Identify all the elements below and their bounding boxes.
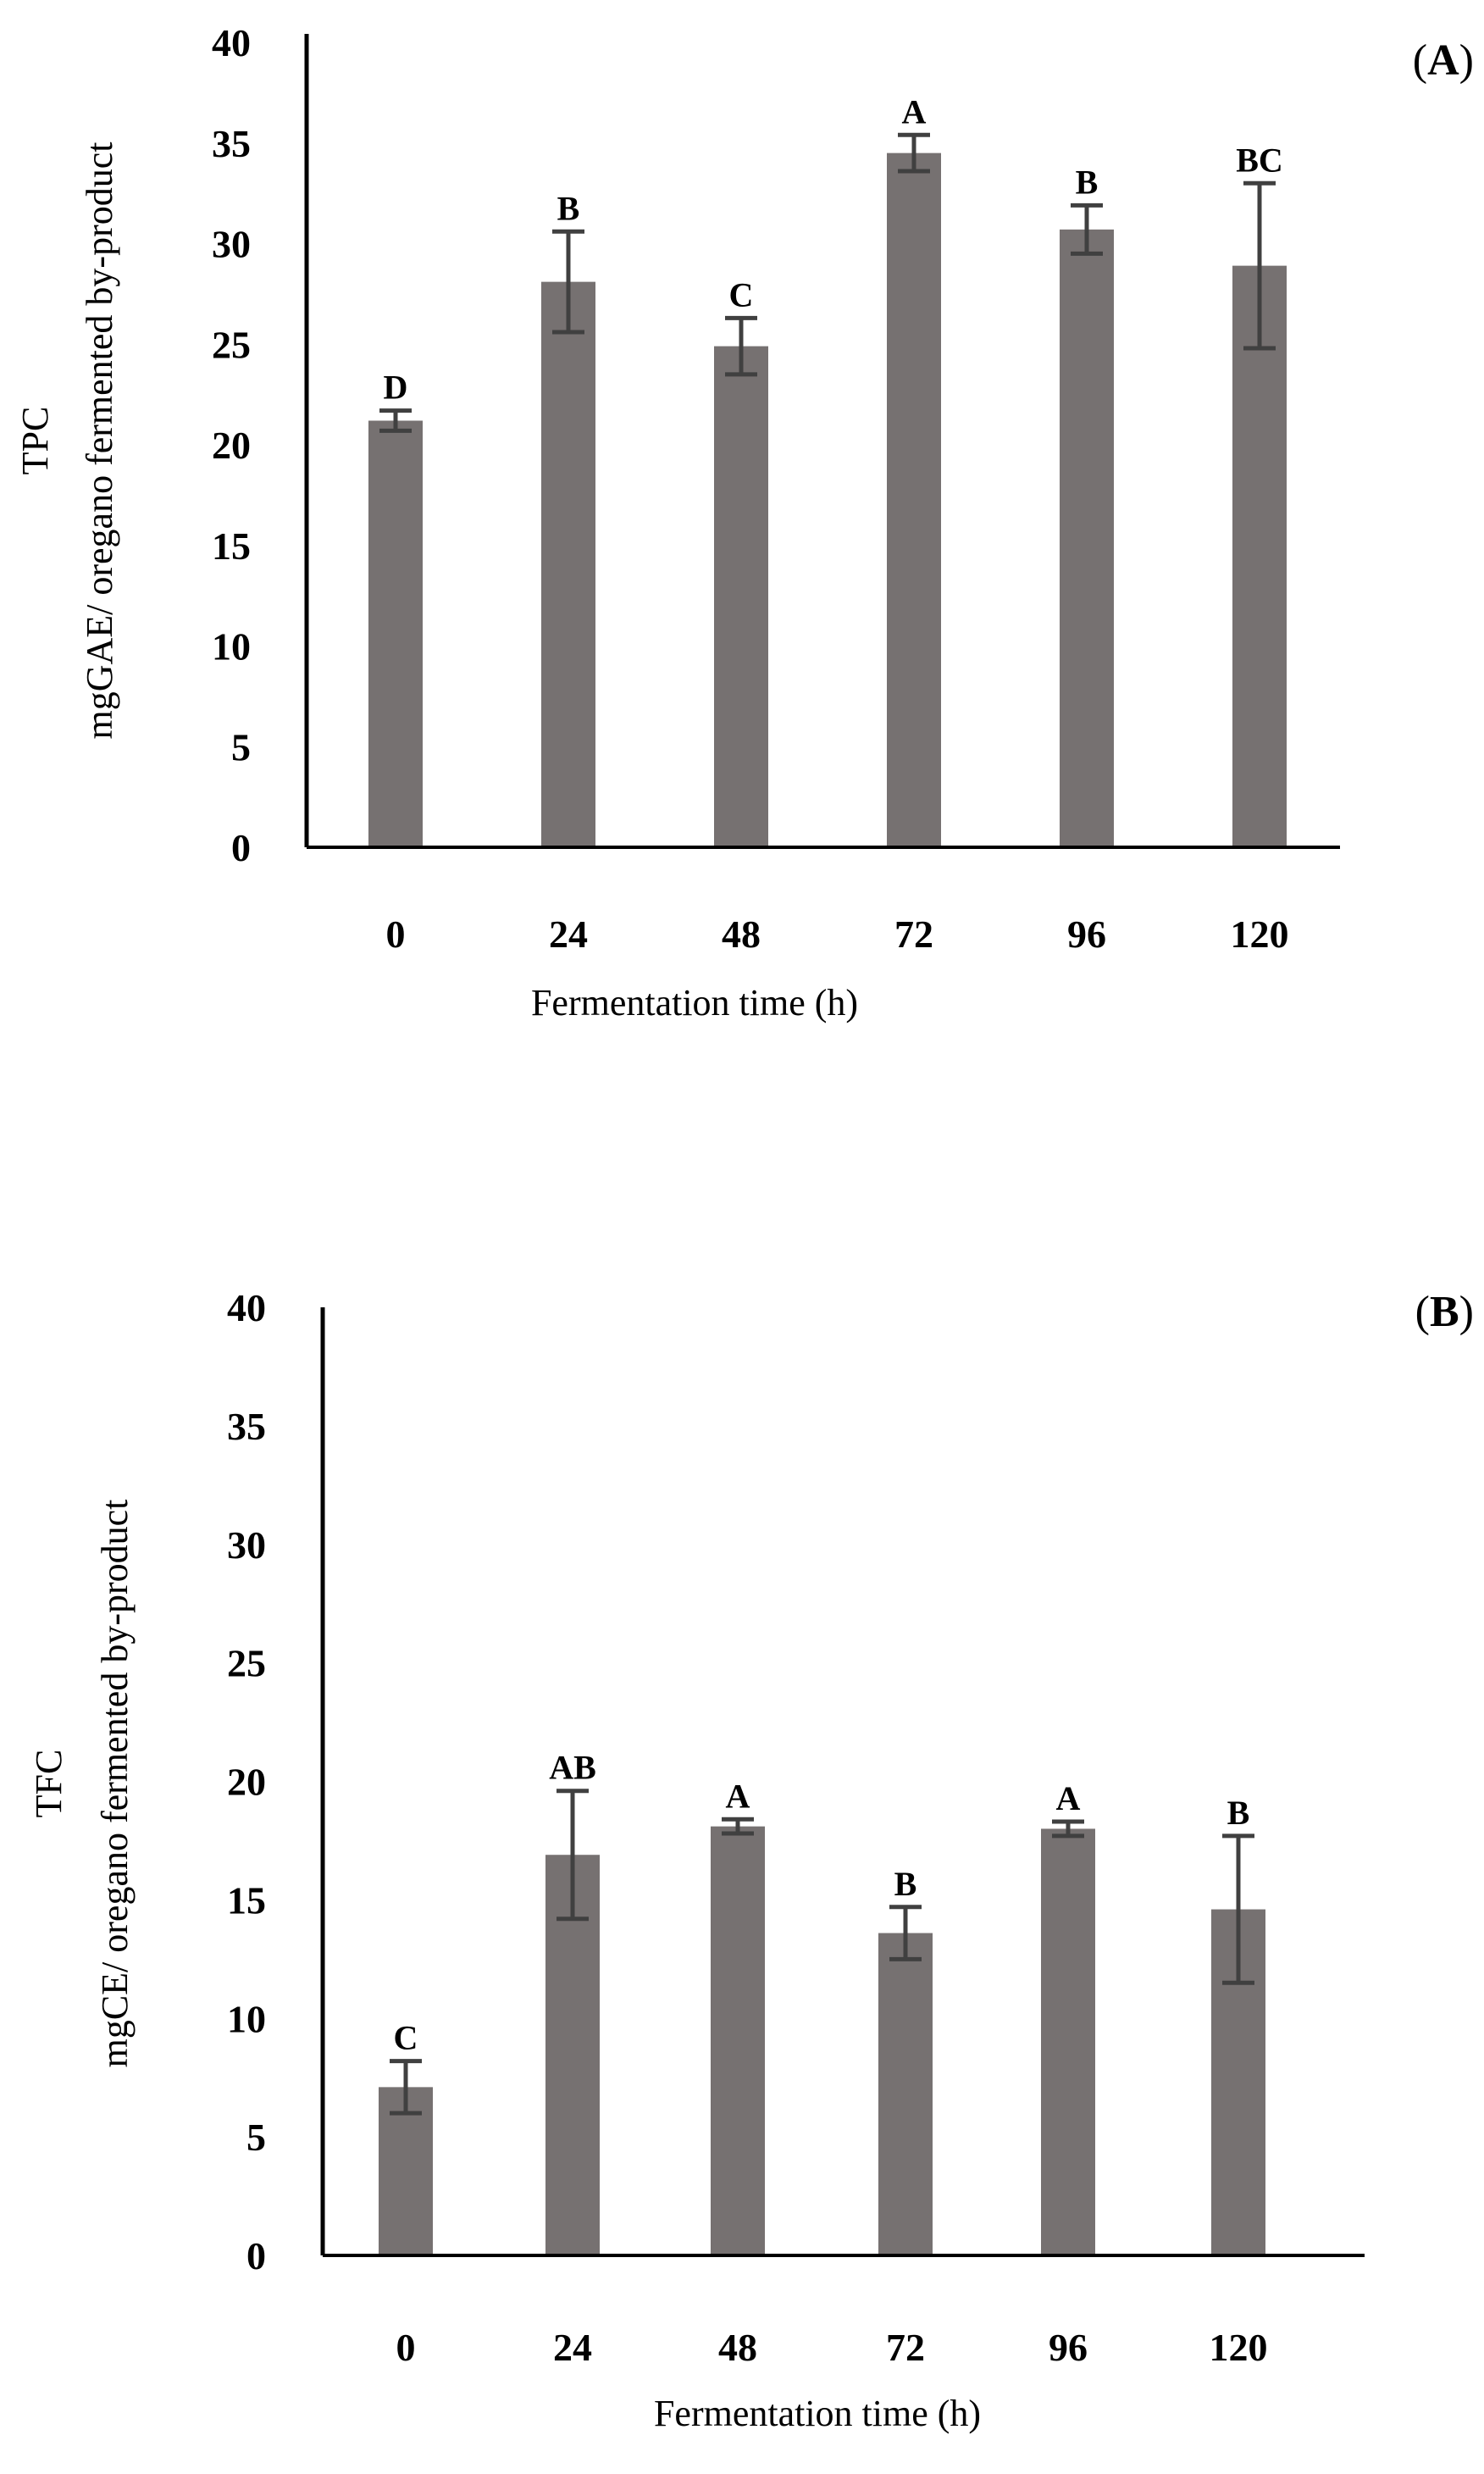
error-bars-b [390, 1789, 1254, 2116]
x-axis-title-b: Fermentation time (h) [654, 2393, 981, 2434]
x-tick-label-a-72: 72 [894, 912, 933, 956]
y-tick-label-a-4: 20 [212, 424, 251, 467]
x-tick-label-a-96: 96 [1067, 912, 1106, 956]
significance-label-a-120: BC [1236, 141, 1283, 179]
significance-label-b-0: C [394, 2019, 418, 2057]
y-tick-label-a-6: 30 [212, 223, 251, 266]
x-tick-label-a-0: 0 [386, 912, 406, 956]
error-bar-b-72 [889, 1905, 922, 1961]
significance-label-a-24: B [557, 189, 580, 227]
y-tick-label-b-0: 0 [246, 2234, 266, 2277]
y-tick-label-a-1: 5 [231, 725, 251, 768]
y-tick-label-a-8: 40 [212, 21, 251, 64]
error-bar-b-120 [1222, 1833, 1254, 1985]
bar-a-0 [368, 420, 423, 847]
significance-label-a-72: A [902, 92, 927, 130]
y-tick-label-a-2: 10 [212, 625, 251, 668]
x-tick-label-b-120: 120 [1210, 2326, 1268, 2369]
panel-label-a: (A) [1413, 36, 1474, 85]
x-tick-label-b-24: 24 [553, 2326, 592, 2369]
y-tick-label-a-3: 15 [212, 524, 251, 568]
bars-b [379, 1826, 1265, 2255]
error-bar-a-48 [725, 315, 757, 377]
bar-b-24 [545, 1855, 600, 2255]
y-axis-title-a-line2: mgGAE/ oregano fermented by-product [79, 142, 120, 740]
error-bar-a-120 [1243, 180, 1276, 351]
bar-b-96 [1041, 1828, 1095, 2255]
error-bar-a-72 [898, 132, 930, 174]
x-tick-label-b-0: 0 [396, 2326, 416, 2369]
x-tick-label-b-96: 96 [1049, 2326, 1088, 2369]
x-tick-labels-a: 0 24 48 72 96 120 [386, 912, 1289, 956]
significance-label-a-96: B [1076, 163, 1099, 201]
error-bar-a-96 [1071, 202, 1103, 256]
y-axis-title-a-line1: TPC [14, 407, 56, 475]
x-tick-label-a-120: 120 [1231, 912, 1289, 956]
panel-label-b: (B) [1415, 1288, 1474, 1336]
error-bar-b-48 [722, 1817, 754, 1836]
bar-a-96 [1060, 229, 1114, 847]
significance-label-b-48: A [726, 1777, 750, 1815]
y-tick-label-b-8: 40 [227, 1286, 266, 1329]
bar-a-48 [714, 346, 768, 847]
bars-a [368, 153, 1287, 847]
error-bar-a-24 [552, 229, 584, 335]
y-tick-label-b-6: 30 [227, 1523, 266, 1567]
significance-label-a-48: C [729, 275, 754, 313]
bar-a-72 [887, 153, 941, 847]
x-tick-label-b-72: 72 [886, 2326, 925, 2369]
y-tick-labels-b: 0 5 10 15 20 25 30 35 40 [227, 1286, 266, 2277]
bar-a-120 [1232, 265, 1287, 847]
significance-label-b-24: AB [549, 1749, 596, 1787]
significance-label-b-72: B [894, 1865, 917, 1903]
y-tick-labels-a: 0 5 10 15 20 25 30 35 40 [212, 21, 251, 869]
y-tick-label-a-0: 0 [231, 826, 251, 869]
y-tick-label-b-7: 35 [227, 1405, 266, 1448]
x-tick-label-a-48: 48 [722, 912, 761, 956]
y-tick-label-a-7: 35 [212, 122, 251, 165]
bar-b-48 [711, 1826, 765, 2255]
bar-b-72 [878, 1933, 933, 2255]
y-axis-title-b-line2: mgCE/ oregano fermented by-product [94, 1500, 136, 2068]
error-bars-a [379, 132, 1276, 433]
y-tick-label-b-3: 15 [227, 1878, 266, 1922]
y-tick-label-b-2: 10 [227, 1997, 266, 2040]
significance-label-b-96: A [1056, 1779, 1081, 1817]
significance-label-b-120: B [1227, 1794, 1250, 1832]
significance-label-a-0: D [384, 369, 408, 407]
y-tick-label-b-5: 25 [227, 1642, 266, 1685]
error-bar-b-24 [556, 1789, 589, 1922]
x-tick-label-b-48: 48 [718, 2326, 757, 2369]
error-bar-b-0 [390, 2059, 422, 2116]
bar-a-24 [541, 281, 595, 847]
y-tick-label-a-5: 25 [212, 323, 251, 366]
error-bar-b-96 [1052, 1819, 1084, 1839]
x-tick-labels-b: 0 24 48 72 96 120 [396, 2326, 1268, 2369]
x-axis-title-a: Fermentation time (h) [531, 982, 858, 1023]
y-tick-label-b-4: 20 [227, 1761, 266, 1804]
error-bar-a-0 [379, 408, 412, 433]
x-tick-label-a-24: 24 [549, 912, 588, 956]
y-tick-label-b-1: 5 [246, 2116, 266, 2159]
y-axis-title-b-line1: TFC [28, 1750, 69, 1818]
